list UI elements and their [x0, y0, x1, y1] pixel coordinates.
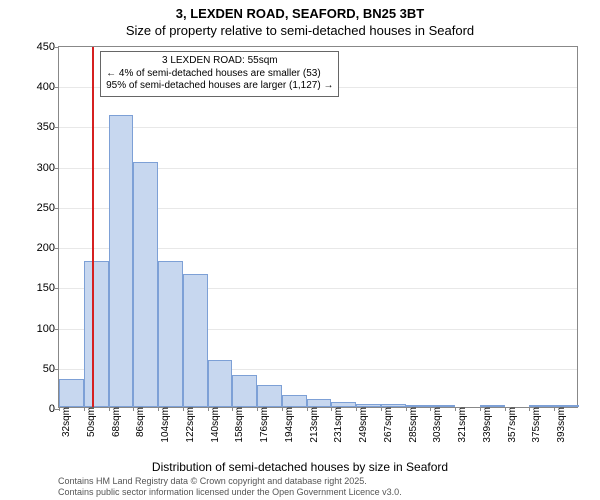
marker-annotation-line: 3 LEXDEN ROAD: 55sqm: [106, 55, 333, 68]
histogram-bar: [232, 375, 257, 407]
xtick-label: 122sqm: [181, 407, 196, 443]
xtick-label: 249sqm: [354, 407, 369, 443]
xtick-label: 285sqm: [404, 407, 419, 443]
ytick-label: 250: [37, 202, 59, 214]
ytick-label: 50: [43, 363, 59, 375]
gridline-h: [59, 127, 577, 128]
x-axis-label: Distribution of semi-detached houses by …: [0, 460, 600, 474]
xtick-label: 176sqm: [255, 407, 270, 443]
ytick-label: 100: [37, 323, 59, 335]
xtick-label: 213sqm: [305, 407, 320, 443]
histogram-bar: [208, 360, 233, 407]
xtick-label: 68sqm: [107, 407, 122, 437]
histogram-bar: [109, 115, 134, 407]
xtick-label: 303sqm: [428, 407, 443, 443]
marker-annotation: 3 LEXDEN ROAD: 55sqm← 4% of semi-detache…: [100, 51, 339, 97]
xtick-label: 50sqm: [82, 407, 97, 437]
xtick-label: 267sqm: [379, 407, 394, 443]
marker-annotation-line: ← 4% of semi-detached houses are smaller…: [106, 68, 333, 81]
chart-title-line2: Size of property relative to semi-detach…: [0, 23, 600, 38]
marker-annotation-line: 95% of semi-detached houses are larger (…: [106, 80, 333, 93]
xtick-label: 357sqm: [503, 407, 518, 443]
attribution-line2: Contains public sector information licen…: [58, 487, 402, 498]
histogram-bar: [158, 261, 183, 407]
attribution-block: Contains HM Land Registry data © Crown c…: [58, 476, 402, 498]
xtick-label: 86sqm: [131, 407, 146, 437]
histogram-bar: [133, 162, 158, 407]
histogram-bar: [59, 379, 84, 407]
title-block: 3, LEXDEN ROAD, SEAFORD, BN25 3BT Size o…: [0, 0, 600, 38]
histogram-bar: [307, 399, 332, 407]
xtick-label: 339sqm: [478, 407, 493, 443]
ytick-label: 350: [37, 121, 59, 133]
histogram-bar: [257, 385, 282, 407]
plot-area: 05010015020025030035040045032sqm50sqm68s…: [58, 46, 578, 408]
ytick-label: 400: [37, 81, 59, 93]
property-marker-line: [92, 47, 94, 407]
ytick-label: 200: [37, 242, 59, 254]
histogram-bar: [84, 261, 109, 407]
xtick-label: 375sqm: [527, 407, 542, 443]
chart-container: 3, LEXDEN ROAD, SEAFORD, BN25 3BT Size o…: [0, 0, 600, 500]
histogram-bar: [282, 395, 307, 407]
attribution-line1: Contains HM Land Registry data © Crown c…: [58, 476, 402, 487]
xtick-label: 393sqm: [552, 407, 567, 443]
chart-title-line1: 3, LEXDEN ROAD, SEAFORD, BN25 3BT: [0, 6, 600, 21]
xtick-label: 194sqm: [280, 407, 295, 443]
xtick-label: 231sqm: [329, 407, 344, 443]
xtick-label: 140sqm: [206, 407, 221, 443]
ytick-label: 300: [37, 162, 59, 174]
xtick-label: 321sqm: [453, 407, 468, 443]
ytick-label: 150: [37, 282, 59, 294]
xtick-label: 104sqm: [156, 407, 171, 443]
ytick-label: 450: [37, 41, 59, 53]
xtick-label: 158sqm: [230, 407, 245, 443]
histogram-bar: [183, 274, 208, 407]
xtick-label: 32sqm: [57, 407, 72, 437]
